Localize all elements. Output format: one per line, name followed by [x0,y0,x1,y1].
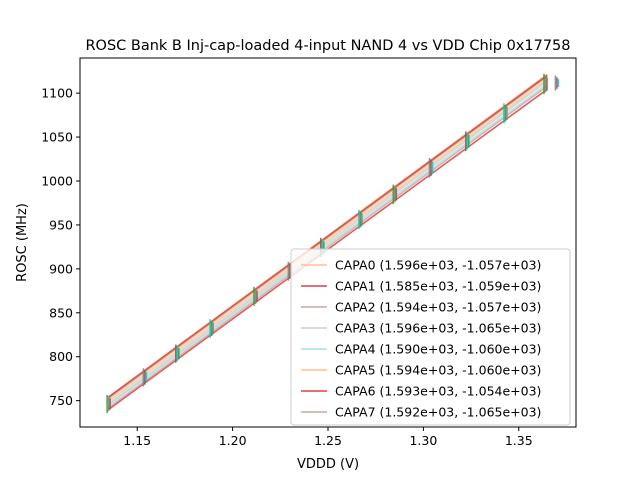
y-tick-label-3: 900 [49,261,73,276]
y-tick-label-6: 1050 [41,130,73,145]
legend-label-2: CAPA2 (1.594e+03, -1.057e+03) [335,300,541,315]
y-tick-label-0: 750 [49,393,73,408]
series-line-4 [108,83,548,406]
legend: CAPA0 (1.596e+03, -1.057e+03) CAPA1 (1.58… [290,248,571,426]
x-tick-label-4: 1.35 [505,433,533,448]
series-line-6 [108,74,548,398]
y-tick-label-2: 850 [49,305,73,320]
series-line-3 [108,80,548,405]
x-tick-label-3: 1.30 [409,433,437,448]
legend-label-6: CAPA6 (1.593e+03, -1.054e+03) [335,384,541,399]
legend-label-5: CAPA5 (1.594e+03, -1.060e+03) [335,363,541,378]
y-tick-label-4: 950 [49,217,73,232]
x-axis: 1.15 1.20 1.25 1.30 1.35 [123,427,533,448]
y-tick-label-1: 800 [49,349,73,364]
y-axis: 750 800 850 900 950 1000 1050 1100 [41,86,80,408]
x-tick-label-1: 1.20 [219,433,247,448]
y-tick-label-5: 1000 [41,174,73,189]
series-line-7 [108,85,548,409]
legend-label-0: CAPA0 (1.596e+03, -1.057e+03) [335,258,541,273]
chart-title: ROSC Bank B Inj-cap-loaded 4-input NAND … [85,38,570,54]
legend-box [290,248,571,426]
series-line-2 [108,75,548,400]
series-line-5 [108,78,548,402]
legend-label-3: CAPA3 (1.596e+03, -1.065e+03) [335,321,541,336]
legend-label-4: CAPA4 (1.590e+03, -1.060e+03) [335,342,541,357]
legend-label-7: CAPA7 (1.592e+03, -1.065e+03) [335,405,541,420]
x-tick-label-0: 1.15 [123,433,151,448]
x-tick-label-2: 1.25 [314,433,342,448]
legend-label-1: CAPA1 (1.585e+03, -1.059e+03) [335,279,541,294]
x-axis-label: VDDD (V) [297,457,359,472]
y-axis-label: ROSC (MHz) [15,203,30,282]
y-tick-label-7: 1100 [41,86,73,101]
